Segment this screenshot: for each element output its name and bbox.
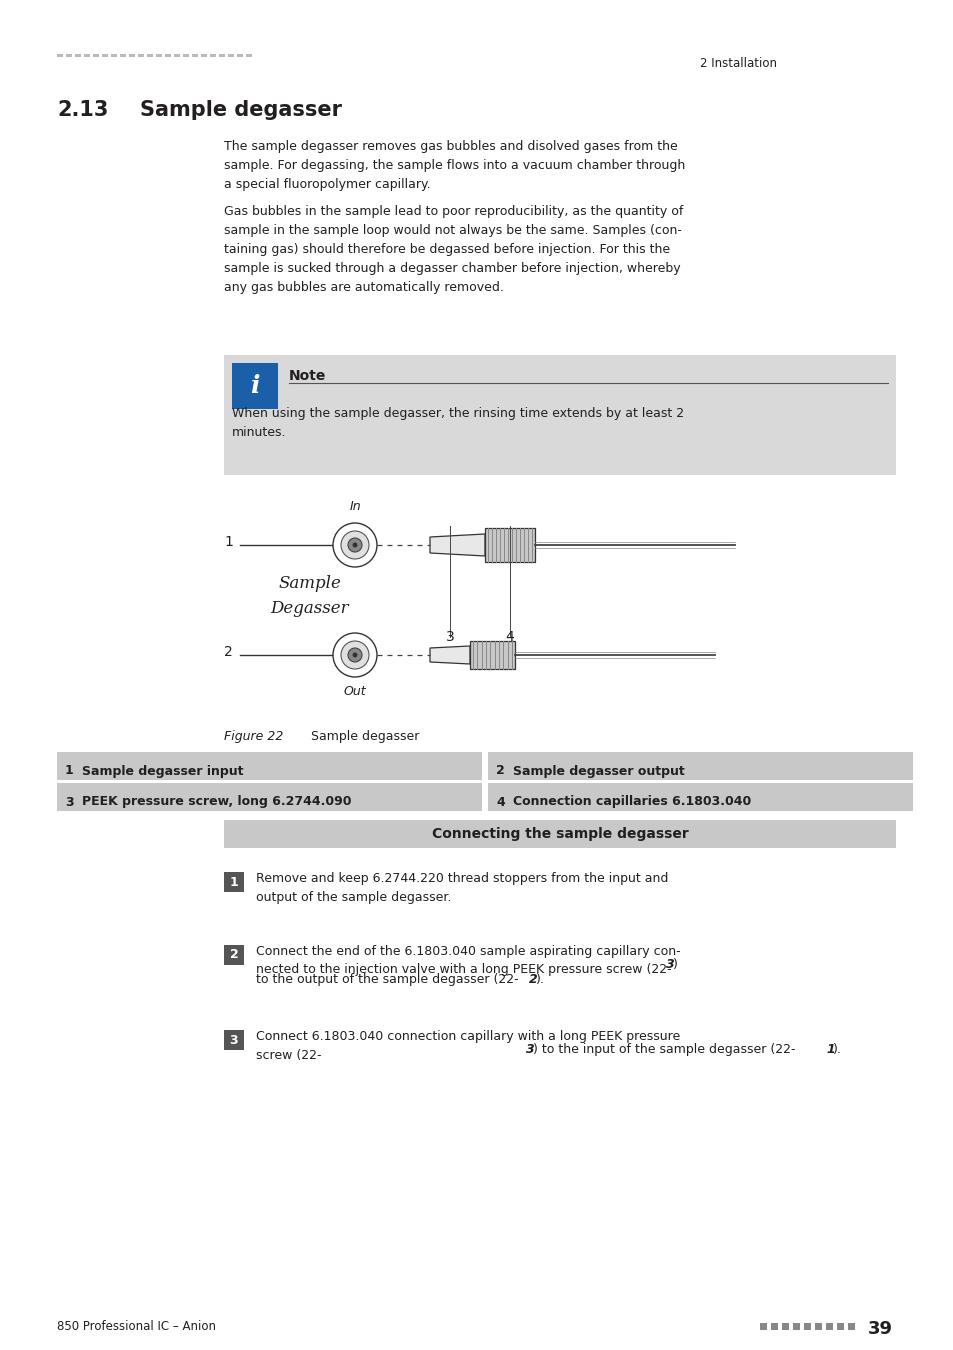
Bar — [760, 1323, 766, 1330]
Bar — [488, 752, 912, 780]
Bar — [156, 54, 162, 57]
Bar — [192, 54, 198, 57]
Bar — [246, 54, 252, 57]
Bar — [488, 783, 912, 811]
Text: 2 Installation: 2 Installation — [700, 57, 776, 70]
Bar — [224, 819, 895, 848]
Bar — [781, 1323, 788, 1330]
Text: to the output of the sample degasser (22-: to the output of the sample degasser (22… — [255, 973, 518, 985]
Text: 1: 1 — [65, 764, 73, 778]
Text: 3: 3 — [445, 630, 454, 644]
Bar — [165, 54, 171, 57]
Polygon shape — [430, 647, 470, 664]
Text: 2.13: 2.13 — [57, 100, 109, 120]
Bar — [770, 1323, 778, 1330]
Circle shape — [352, 652, 357, 657]
Bar — [138, 54, 144, 57]
Bar — [232, 363, 277, 409]
Bar — [102, 54, 108, 57]
Bar — [847, 1323, 854, 1330]
Text: 1: 1 — [825, 1044, 834, 1056]
Bar — [224, 872, 244, 892]
Bar — [210, 54, 215, 57]
Bar — [236, 54, 243, 57]
Bar — [66, 54, 71, 57]
Bar — [792, 1323, 800, 1330]
Text: Out: Out — [343, 684, 366, 698]
Text: 3: 3 — [665, 958, 674, 971]
Bar — [201, 54, 207, 57]
Text: Sample: Sample — [278, 575, 341, 593]
Text: 2: 2 — [224, 645, 233, 659]
Bar — [84, 54, 90, 57]
Circle shape — [340, 641, 369, 670]
Bar — [224, 1030, 244, 1050]
Bar — [825, 1323, 832, 1330]
Bar — [484, 528, 535, 562]
Bar — [814, 1323, 821, 1330]
Text: 3: 3 — [65, 795, 73, 809]
Text: ).: ). — [536, 973, 544, 985]
Text: Sample degasser input: Sample degasser input — [82, 764, 243, 778]
Text: 4: 4 — [496, 795, 504, 809]
Text: Remove and keep 6.2744.220 thread stoppers from the input and
output of the samp: Remove and keep 6.2744.220 thread stoppe… — [255, 872, 668, 903]
Bar — [219, 54, 225, 57]
Circle shape — [352, 543, 357, 548]
Bar — [129, 54, 135, 57]
Bar — [120, 54, 126, 57]
Text: ) to the input of the sample degasser (22-: ) to the input of the sample degasser (2… — [533, 1044, 795, 1056]
Text: Connect the end of the 6.1803.040 sample aspirating capillary con-
nected to the: Connect the end of the 6.1803.040 sample… — [255, 945, 679, 976]
Bar — [57, 783, 481, 811]
Text: 1: 1 — [224, 535, 233, 549]
Circle shape — [348, 539, 361, 552]
Bar — [57, 54, 63, 57]
Text: i: i — [250, 374, 259, 398]
Bar — [57, 752, 481, 780]
Text: In: In — [349, 500, 360, 513]
Bar — [75, 54, 81, 57]
Circle shape — [333, 633, 376, 676]
Text: Connect 6.1803.040 connection capillary with a long PEEK pressure
screw (22-: Connect 6.1803.040 connection capillary … — [255, 1030, 679, 1061]
Text: ): ) — [672, 958, 678, 971]
Text: Sample degasser output: Sample degasser output — [513, 764, 684, 778]
Text: 2: 2 — [529, 973, 537, 985]
Bar — [147, 54, 152, 57]
Text: 2: 2 — [230, 949, 238, 961]
Text: 2: 2 — [496, 764, 504, 778]
Bar — [92, 54, 99, 57]
Text: 1: 1 — [230, 876, 238, 888]
Text: Figure 22: Figure 22 — [224, 730, 283, 742]
Bar — [224, 945, 244, 965]
Text: Gas bubbles in the sample lead to poor reproducibility, as the quantity of
sampl: Gas bubbles in the sample lead to poor r… — [224, 205, 682, 294]
Text: PEEK pressure screw, long 6.2744.090: PEEK pressure screw, long 6.2744.090 — [82, 795, 351, 809]
Text: When using the sample degasser, the rinsing time extends by at least 2
minutes.: When using the sample degasser, the rins… — [232, 406, 683, 439]
Text: Sample degasser: Sample degasser — [294, 730, 419, 742]
Bar — [173, 54, 180, 57]
Text: Connection capillaries 6.1803.040: Connection capillaries 6.1803.040 — [513, 795, 750, 809]
Bar — [224, 355, 895, 475]
Text: 3: 3 — [230, 1034, 238, 1046]
Text: Degasser: Degasser — [271, 599, 349, 617]
Text: 39: 39 — [867, 1320, 892, 1338]
Text: ).: ). — [832, 1044, 841, 1056]
Bar — [183, 54, 189, 57]
Text: 850 Professional IC – Anion: 850 Professional IC – Anion — [57, 1320, 215, 1332]
Bar — [111, 54, 117, 57]
Text: 3: 3 — [525, 1044, 535, 1056]
Text: Connecting the sample degasser: Connecting the sample degasser — [431, 828, 688, 841]
Text: Sample degasser: Sample degasser — [140, 100, 341, 120]
Bar — [836, 1323, 843, 1330]
Circle shape — [348, 648, 361, 662]
Circle shape — [340, 531, 369, 559]
Text: Note: Note — [289, 369, 326, 383]
Circle shape — [333, 522, 376, 567]
Bar — [228, 54, 233, 57]
Polygon shape — [430, 535, 484, 556]
Text: The sample degasser removes gas bubbles and disolved gases from the
sample. For : The sample degasser removes gas bubbles … — [224, 140, 684, 190]
Text: 4: 4 — [505, 630, 514, 644]
Bar — [470, 641, 515, 670]
Bar — [803, 1323, 810, 1330]
